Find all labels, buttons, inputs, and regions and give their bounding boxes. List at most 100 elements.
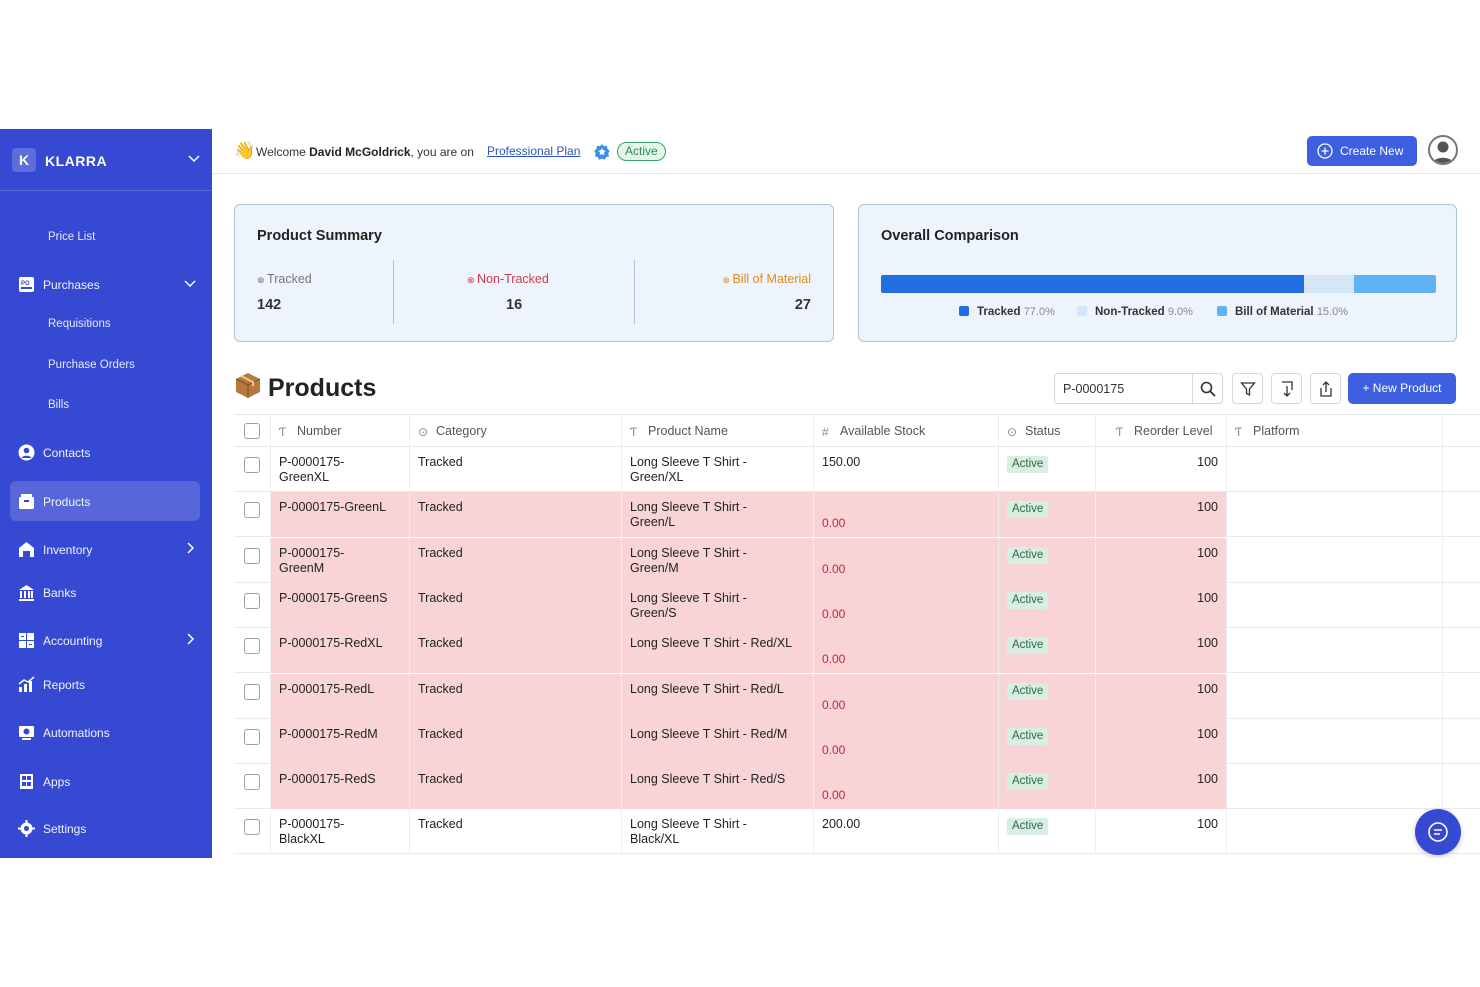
table-cell [234, 582, 271, 628]
product-number[interactable]: P-0000175-RedXL [279, 636, 383, 651]
product-number[interactable]: P-0000175-RedM [279, 726, 378, 741]
create-new-label: Create New [1340, 144, 1404, 158]
calculator-icon [19, 633, 34, 648]
table-row[interactable]: P-0000175- GreenM Tracked Long Sleeve T Shi… [234, 537, 1480, 583]
sidebar-item-accounting[interactable]: Accounting [10, 620, 200, 660]
table-row[interactable]: P-0000175- BlackXL Tracked Long Sleeve T Sh… [234, 809, 1480, 855]
product-category: Tracked [418, 772, 463, 787]
legend-swatch [959, 306, 969, 316]
chevron-down-icon [188, 155, 200, 163]
table-row[interactable]: P-0000175-RedL Tracked Long Sleeve T Shirt… [234, 673, 1480, 719]
sidebar-item-automations[interactable]: Automations [10, 712, 200, 752]
table-cell [1227, 492, 1443, 538]
app-window: K KLARRA Price List PO Purchases Requisi… [0, 129, 1480, 858]
row-checkbox[interactable] [244, 774, 260, 791]
avatar[interactable] [1428, 135, 1458, 165]
product-category: Tracked [418, 590, 463, 605]
filter-button[interactable] [1232, 373, 1263, 404]
table-cell: 100 [1096, 447, 1227, 492]
divider [634, 260, 635, 324]
table-row[interactable]: P-0000175-GreenL Tracked Long Sleeve T Shi… [234, 492, 1480, 538]
sidebar-item-reports[interactable]: Reports [10, 664, 200, 704]
new-product-button[interactable]: + New Product [1348, 373, 1456, 404]
row-checkbox[interactable] [244, 683, 260, 700]
column-header-platform[interactable]: Ƭ Platform [1227, 415, 1443, 448]
row-checkbox[interactable] [244, 547, 260, 564]
sidebar-item-banks[interactable]: Banks [10, 572, 200, 612]
column-header-number[interactable]: Ƭ Number [271, 415, 410, 448]
chat-button[interactable] [1415, 809, 1461, 855]
sidebar-item-contacts[interactable]: Contacts [10, 432, 200, 472]
table-cell: 100 [1096, 537, 1227, 583]
non-tracked-value: 16 [506, 297, 523, 313]
column-header-status[interactable]: ⊙ Status [999, 415, 1096, 448]
product-number[interactable]: P-0000175-GreenL [279, 500, 387, 515]
row-checkbox[interactable] [244, 638, 260, 655]
table-cell: Tracked [410, 809, 622, 855]
column-header-category[interactable]: ⊙ Category [410, 415, 622, 448]
search-button[interactable] [1192, 373, 1223, 404]
sidebar-item-purchase-orders[interactable]: Purchase Orders [48, 359, 135, 371]
card-title: Product Summary [257, 228, 382, 244]
top-bar: 👋 Welcome David McGoldrick, you are on P… [212, 129, 1480, 174]
sidebar-item-inventory[interactable]: Inventory [10, 529, 200, 569]
table-cell [234, 628, 271, 674]
create-new-button[interactable]: Create New [1307, 136, 1417, 166]
sidebar-item-price-list[interactable]: Price List [48, 231, 96, 243]
column-header-reorder-level[interactable]: Ƭ Reorder Level [1096, 415, 1227, 448]
tracked-label: ⊗ Tracked [257, 272, 312, 286]
status-badge: Active [1007, 546, 1049, 564]
sidebar-item-purchases[interactable]: PO Purchases [10, 264, 200, 304]
table-cell: P-0000175-RedS [271, 764, 410, 810]
sidebar-item-apps[interactable]: Apps [10, 761, 200, 801]
sidebar-item-products[interactable]: Products [10, 481, 200, 521]
row-checkbox[interactable] [244, 457, 260, 473]
product-number[interactable]: P-0000175- GreenM [279, 545, 345, 575]
table-cell: Long Sleeve T Shirt - Red/XL [622, 628, 814, 674]
sidebar-item-settings[interactable]: Settings [10, 808, 200, 848]
reorder-level: 100 [1197, 772, 1218, 787]
product-number[interactable]: P-0000175-GreenS [279, 590, 388, 605]
overall-comparison-card: Overall Comparison Tracked 77.0% Non-Tra… [858, 204, 1457, 342]
table-cell: Long Sleeve T Shirt - Black/XL [622, 809, 814, 855]
download-icon [1282, 381, 1293, 397]
select-all-checkbox[interactable] [244, 423, 260, 439]
search-input[interactable] [1054, 373, 1193, 404]
product-number[interactable]: P-0000175- BlackXL [279, 817, 345, 847]
brand-badge: K [12, 148, 36, 172]
sidebar-item-requisitions[interactable]: Requisitions [48, 318, 111, 330]
row-checkbox[interactable] [244, 728, 260, 745]
sidebar-item-bills[interactable]: Bills [48, 399, 70, 411]
table-cell: Long Sleeve T Shirt - Green/M [622, 537, 814, 583]
product-number[interactable]: P-0000175-RedS [279, 772, 376, 787]
text-type-icon: Ƭ [1116, 425, 1124, 439]
table-row[interactable]: P-0000175-RedS Tracked Long Sleeve T Shirt… [234, 764, 1480, 810]
product-number[interactable]: P-0000175-RedL [279, 681, 375, 696]
table-cell: Tracked [410, 582, 622, 628]
sidebar-item-label: Products [43, 495, 91, 509]
reorder-level: 100 [1197, 590, 1218, 605]
import-button[interactable] [1271, 373, 1302, 404]
product-number[interactable]: P-0000175- GreenXL [279, 455, 345, 484]
table-cell: Active [999, 582, 1096, 628]
column-header-available-stock[interactable]: # Available Stock [814, 415, 999, 448]
table-cell: Active [999, 628, 1096, 674]
reorder-level: 100 [1197, 455, 1218, 469]
table-cell [1227, 537, 1443, 583]
product-name: Long Sleeve T Shirt - Green/S [630, 590, 747, 620]
plan-link[interactable]: Professional Plan [487, 144, 581, 158]
row-checkbox[interactable] [244, 819, 260, 836]
column-header-product-name[interactable]: Ƭ Product Name [622, 415, 814, 448]
tracked-value: 142 [257, 297, 282, 313]
available-stock: 0.00 [822, 788, 846, 803]
export-button[interactable] [1310, 373, 1341, 404]
row-checkbox[interactable] [244, 502, 260, 519]
table-row[interactable]: P-0000175- GreenXL Tracked Long Sleeve T Sh… [234, 447, 1480, 492]
product-category: Tracked [418, 726, 463, 741]
bom-label: ⊗ Bill of Material [722, 272, 811, 286]
table-row[interactable]: P-0000175-RedM Tracked Long Sleeve T Shirt… [234, 718, 1480, 764]
table-row[interactable]: P-0000175-RedXL Tracked Long Sleeve T Shir… [234, 628, 1480, 674]
table-row[interactable]: P-0000175-GreenS Tracked Long Sleeve T Shi… [234, 582, 1480, 628]
row-checkbox[interactable] [244, 592, 260, 609]
workspace-switcher[interactable]: K KLARRA [0, 129, 212, 191]
